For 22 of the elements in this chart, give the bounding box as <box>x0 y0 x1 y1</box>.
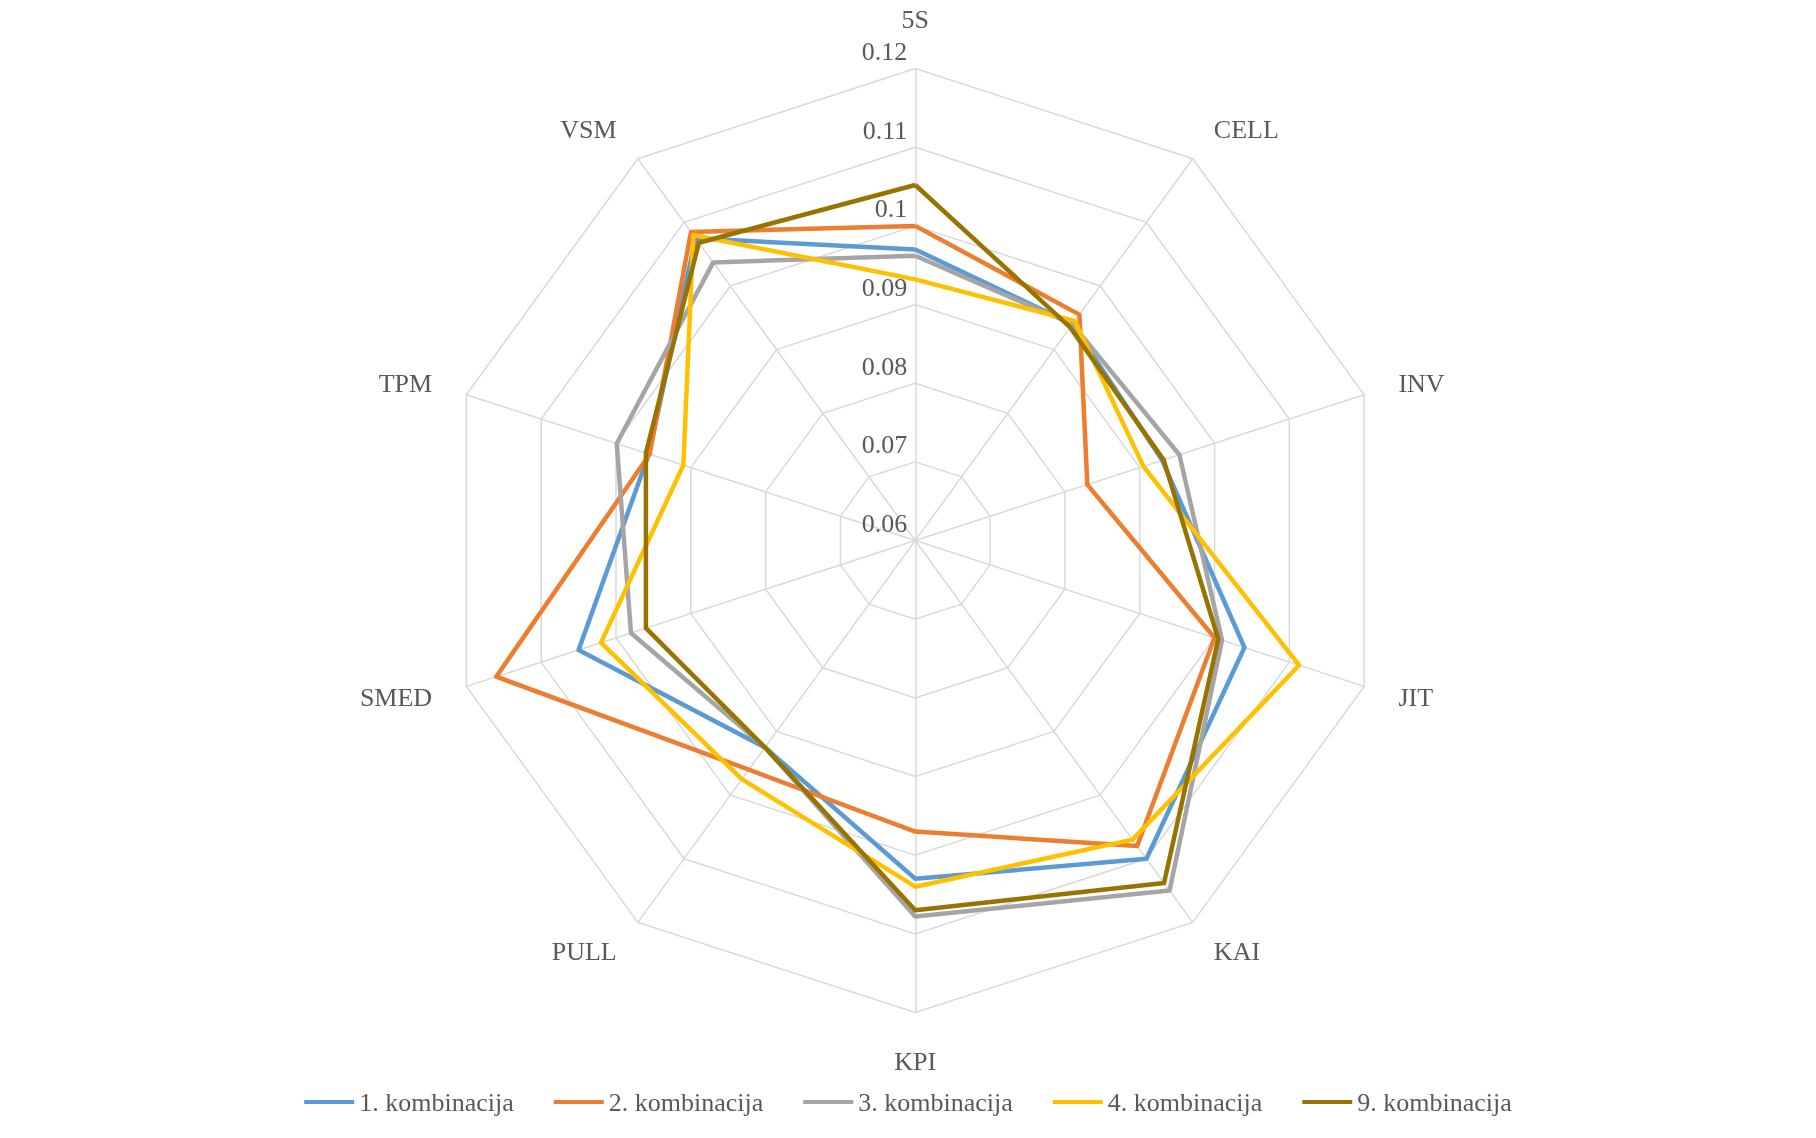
legend-label: 1. kombinacija <box>359 1087 515 1117</box>
spoke-label: KAI <box>1213 937 1261 967</box>
spoke-label: CELL <box>1213 115 1279 145</box>
y-tick-label: 0.08 <box>861 351 908 381</box>
y-tick-label: 0.1 <box>874 194 908 224</box>
spoke-label: VSM <box>560 115 617 145</box>
y-tick-label: 0.06 <box>861 509 908 539</box>
legend-label: 2. kombinacija <box>608 1087 764 1117</box>
spoke-label: PULL <box>551 937 617 967</box>
y-tick-label: 0.12 <box>861 37 908 67</box>
legend-label: 3. kombinacija <box>858 1087 1014 1117</box>
legend-label: 9. kombinacija <box>1357 1087 1513 1117</box>
y-tick-label: 0.07 <box>861 430 908 460</box>
spoke-label: SMED <box>359 683 433 713</box>
y-tick-label: 0.09 <box>861 273 908 303</box>
spoke-label: 5S <box>901 5 929 35</box>
spoke-label: KPI <box>894 1047 937 1077</box>
y-tick-label: 0.11 <box>862 115 908 145</box>
spoke-label: INV <box>1398 369 1445 399</box>
spoke-label: JIT <box>1398 683 1434 713</box>
legend-label: 4. kombinacija <box>1107 1087 1263 1117</box>
spoke-label: TPM <box>378 369 433 399</box>
